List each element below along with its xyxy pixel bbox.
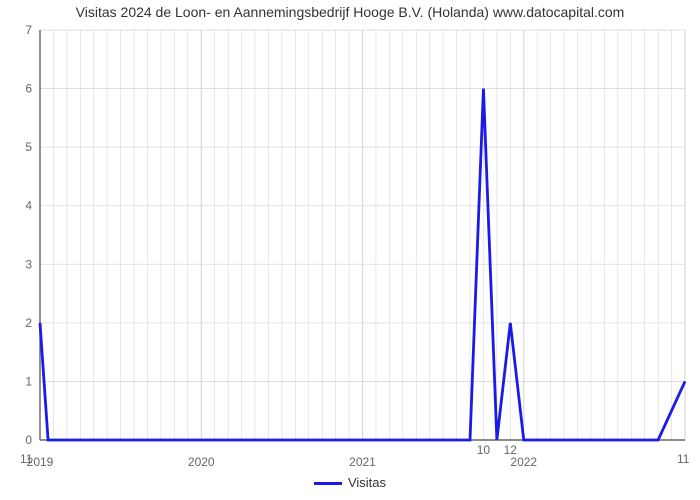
svg-text:3: 3 [25,257,32,271]
svg-text:2020: 2020 [188,455,215,469]
chart-canvas: 0123456720192020202120221012 [0,0,700,500]
legend: Visitas [0,475,700,490]
svg-text:7: 7 [25,23,32,37]
svg-text:1: 1 [25,374,32,388]
svg-text:12: 12 [504,443,518,457]
svg-text:2022: 2022 [510,455,537,469]
svg-text:10: 10 [477,443,491,457]
svg-text:2: 2 [25,316,32,330]
svg-text:4: 4 [25,199,32,213]
svg-text:0: 0 [25,433,32,447]
svg-text:2021: 2021 [349,455,376,469]
legend-label: Visitas [348,475,386,490]
svg-text:5: 5 [25,140,32,154]
left-minor-label: 11 [20,452,32,466]
legend-swatch [314,482,342,485]
visits-chart: Visitas 2024 de Loon- en Aannemingsbedri… [0,0,700,500]
chart-title: Visitas 2024 de Loon- en Aannemingsbedri… [0,4,700,20]
svg-text:6: 6 [25,82,32,96]
right-minor-label: 11 [677,452,689,466]
